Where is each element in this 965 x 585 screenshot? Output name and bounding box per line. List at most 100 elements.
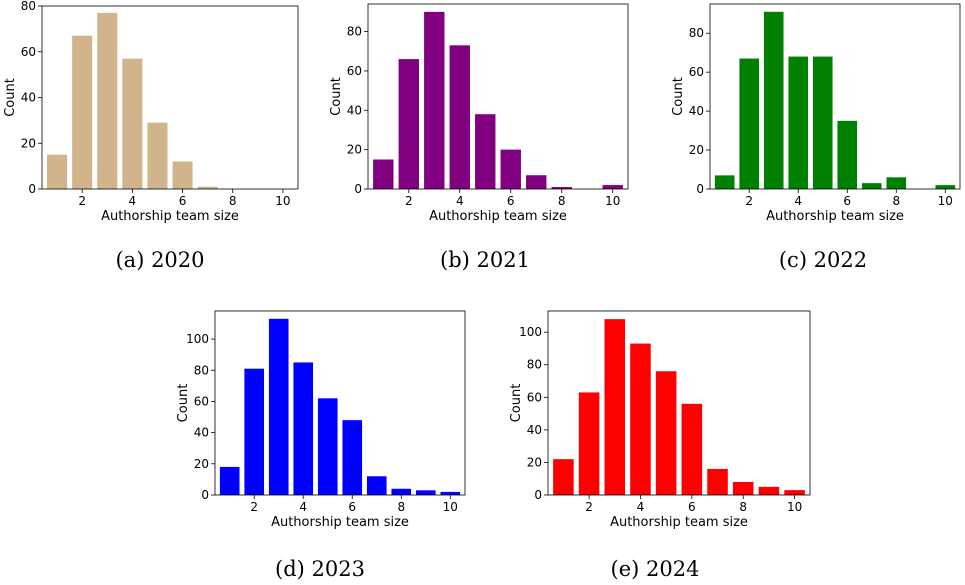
y-tick-label: 20 [194, 457, 209, 471]
bar-2023-size-3 [268, 318, 289, 495]
bar-2021-size-5 [475, 114, 496, 189]
x-tick-label: 10 [938, 194, 953, 208]
x-tick-label: 8 [229, 194, 237, 208]
x-tick-label: 8 [892, 194, 900, 208]
x-axis-label: Authorship team size [429, 209, 567, 224]
bar-2021-size-6 [500, 149, 521, 189]
bar-2022-size-2 [739, 58, 760, 189]
bar-2022-size-7 [861, 183, 882, 189]
x-tick-label: 6 [507, 194, 515, 208]
bar-2024-size-3 [604, 319, 626, 495]
chart-2020-plot: 2 4 6 8 10 0 20 40 60 80 Authorship team size Count [3, 0, 299, 224]
plot-frame-2022 [709, 3, 961, 190]
caption-2024: (e) 2024 [610, 557, 700, 581]
bar-2021-size-10 [602, 185, 623, 189]
bar-2023-size-1 [219, 466, 240, 495]
bar-2024-size-10 [784, 490, 805, 495]
bar-2021-size-7 [526, 175, 547, 189]
caption-2022: (c) 2022 [778, 248, 868, 272]
x-tick-label: 10 [787, 500, 802, 514]
bar-2023-size-4 [293, 362, 314, 495]
y-tick-label: 60 [21, 45, 36, 59]
x-tick-label: 2 [78, 194, 86, 208]
chart-2023: 2 4 6 8 10 0 20 40 60 80 100 Authorship team size Co… [160, 305, 480, 585]
y-tick-label: 0 [354, 182, 362, 196]
x-tick-label: 4 [299, 500, 307, 514]
bar-2023-size-7 [366, 476, 387, 495]
y-tick-label: 80 [21, 0, 36, 13]
bar-2022-size-4 [788, 56, 809, 189]
y-tick-label: 60 [527, 390, 542, 404]
x-axis-label: Authorship team size [766, 209, 904, 224]
bar-2024-size-7 [707, 468, 728, 495]
x-tick-label: 2 [745, 194, 753, 208]
y-tick-label: 40 [527, 423, 542, 437]
y-tick-label: 80 [194, 363, 209, 377]
y-tick-label: 60 [689, 65, 704, 79]
bar-2024-size-1 [553, 459, 574, 495]
y-axis-label: Count [671, 77, 686, 116]
y-axis-label: Count [176, 384, 191, 423]
bar-2020-size-1 [47, 154, 68, 189]
y-tick-label: 100 [519, 325, 542, 339]
y-tick-label: 20 [347, 143, 362, 157]
plot-frame-2021 [367, 3, 629, 190]
y-tick-label: 40 [21, 91, 36, 105]
bar-2023-size-6 [342, 420, 363, 495]
y-axis-label: Count [509, 384, 524, 423]
x-tick-label: 6 [688, 500, 696, 514]
bar-2021-size-4 [449, 45, 470, 189]
x-axis-label: Authorship team size [101, 209, 239, 224]
bar-2020-size-5 [147, 122, 168, 189]
x-tick-label: 8 [397, 500, 405, 514]
y-tick-label: 80 [689, 26, 704, 40]
x-tick-label: 4 [456, 194, 464, 208]
chart-2021-plot: 2 4 6 8 10 0 20 40 60 80 Authorship team size Count [329, 3, 629, 224]
y-tick-label: 20 [527, 455, 542, 469]
y-tick-label: 0 [201, 488, 209, 502]
bar-2020-size-3 [97, 12, 118, 189]
y-tick-label: 60 [194, 394, 209, 408]
bar-2023-size-2 [244, 368, 265, 495]
bar-2022-size-8 [886, 177, 907, 189]
x-tick-label: 2 [405, 194, 413, 208]
x-tick-label: 4 [637, 500, 645, 514]
chart-2021: 2 4 6 8 10 0 20 40 60 80 Authorship team size Count… [320, 0, 650, 280]
plot-frame-2023 [214, 310, 466, 496]
y-tick-label: 0 [534, 488, 542, 502]
x-tick-label: 6 [179, 194, 187, 208]
x-tick-label: 8 [739, 500, 747, 514]
y-tick-label: 60 [347, 64, 362, 78]
chart-2022: 2 4 6 8 10 0 20 40 60 80 Authorship team size Count… [655, 0, 965, 280]
bar-2021-size-2 [398, 59, 419, 189]
bar-2023-size-10 [440, 491, 461, 495]
bar-2022-size-10 [935, 185, 956, 189]
y-tick-label: 100 [186, 332, 209, 346]
bar-2023-size-5 [317, 398, 338, 495]
x-tick-label: 10 [605, 194, 620, 208]
bar-2024-size-2 [578, 392, 600, 495]
bar-2023-size-8 [391, 488, 412, 495]
bar-2023-size-9 [415, 490, 436, 495]
caption-2023: (d) 2023 [275, 557, 365, 581]
bar-2022-size-1 [714, 175, 735, 189]
bar-2020-size-7 [197, 186, 218, 189]
y-tick-label: 20 [21, 136, 36, 150]
y-tick-label: 0 [696, 182, 704, 196]
chart-2022-plot: 2 4 6 8 10 0 20 40 60 80 Authorship team size Count [671, 3, 961, 224]
x-tick-label: 4 [794, 194, 802, 208]
y-tick-label: 40 [194, 426, 209, 440]
caption-2021: (b) 2021 [440, 248, 530, 272]
bar-2021-size-8 [551, 187, 572, 189]
x-tick-label: 6 [348, 500, 356, 514]
y-tick-label: 40 [347, 103, 362, 117]
bar-2022-size-5 [812, 56, 833, 189]
x-axis-label: Authorship team size [271, 515, 409, 530]
x-axis-label: Authorship team size [610, 515, 748, 530]
bar-2024-size-6 [681, 403, 703, 495]
x-tick-label: 10 [275, 194, 290, 208]
bar-2024-size-9 [758, 486, 780, 495]
bar-2024-size-5 [655, 371, 677, 495]
